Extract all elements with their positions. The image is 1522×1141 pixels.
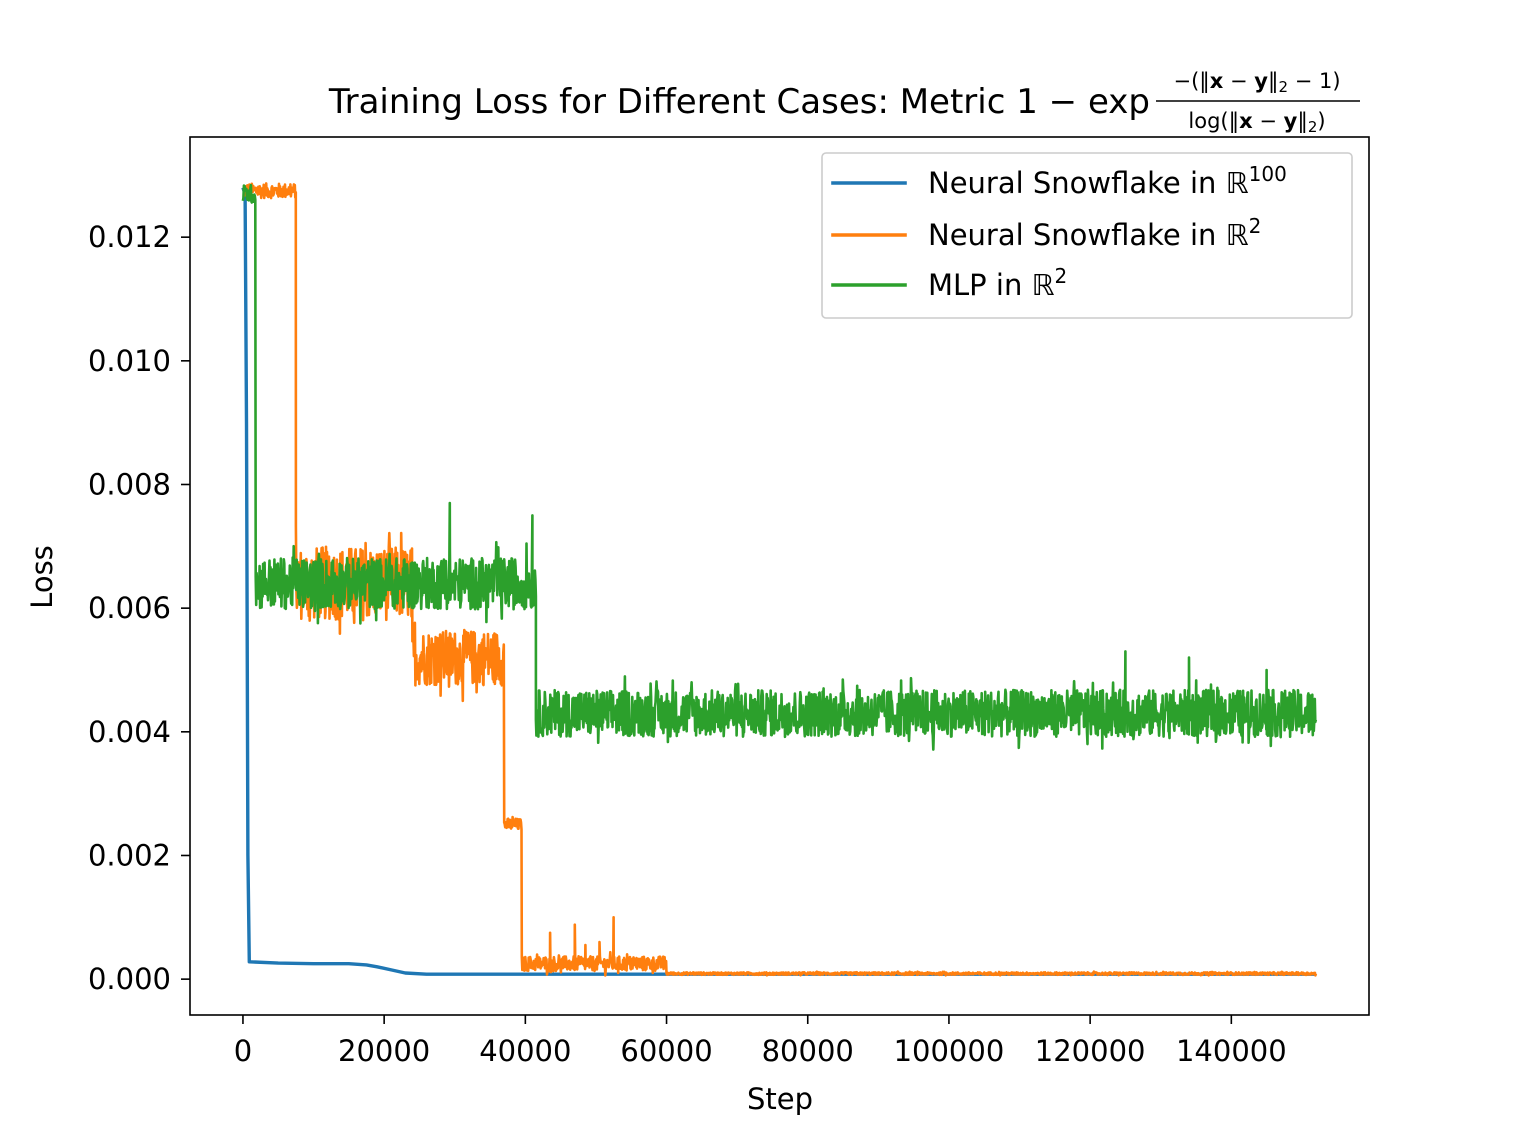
legend-box <box>821 152 1353 319</box>
y-tick-label: 0.012 <box>88 220 171 254</box>
series-mlp-r2-line <box>241 183 1318 751</box>
title-denominator: log(‖x − y‖2) <box>1188 109 1325 136</box>
y-tick-label: 0.008 <box>88 467 171 501</box>
chart-title: Training Loss for Different Cases: Metri… <box>328 69 1360 136</box>
y-tick-label: 0.004 <box>88 715 171 749</box>
x-tick-label: 100000 <box>894 1034 1005 1068</box>
y-tick-label: 0.010 <box>88 344 171 378</box>
y-tick-label: 0.000 <box>88 962 171 996</box>
x-tick-label: 40000 <box>479 1034 571 1068</box>
y-axis-label: Loss <box>25 545 59 609</box>
plot-frame <box>189 136 1370 1016</box>
x-tick-label: 80000 <box>762 1034 854 1068</box>
y-tick-label: 0.002 <box>88 838 171 872</box>
x-axis-label: Step <box>747 1082 813 1116</box>
x-axis: 0 20000 40000 60000 80000 100000 120000 140000 <box>234 1015 1287 1068</box>
legend-label-mlp-r2: MLP in ℝ2 <box>928 264 1067 302</box>
series-snowflake-r100-line <box>241 187 1317 976</box>
series-snowflake-r2-line <box>242 182 1318 977</box>
x-tick-label: 20000 <box>338 1034 430 1068</box>
x-tick-label: 0 <box>234 1034 252 1068</box>
x-tick-label: 120000 <box>1035 1034 1146 1068</box>
x-tick-label: 60000 <box>620 1034 712 1068</box>
legend-label-snowflake-r100: Neural Snowflake in ℝ100 <box>928 162 1287 200</box>
title-numerator: −(‖x − y‖2 − 1) <box>1173 69 1340 96</box>
x-tick-label: 140000 <box>1176 1034 1287 1068</box>
y-axis: 0.000 0.002 0.004 0.006 0.008 0.010 0.012 <box>88 220 190 996</box>
y-tick-label: 0.006 <box>88 591 171 625</box>
plot-area <box>241 182 1318 977</box>
legend: Neural Snowflake in ℝ100 Neural Snowflak… <box>821 152 1353 319</box>
chart-title-prefix: Training Loss for Different Cases: Metri… <box>328 82 1150 122</box>
legend-label-snowflake-r2: Neural Snowflake in ℝ2 <box>928 214 1261 252</box>
